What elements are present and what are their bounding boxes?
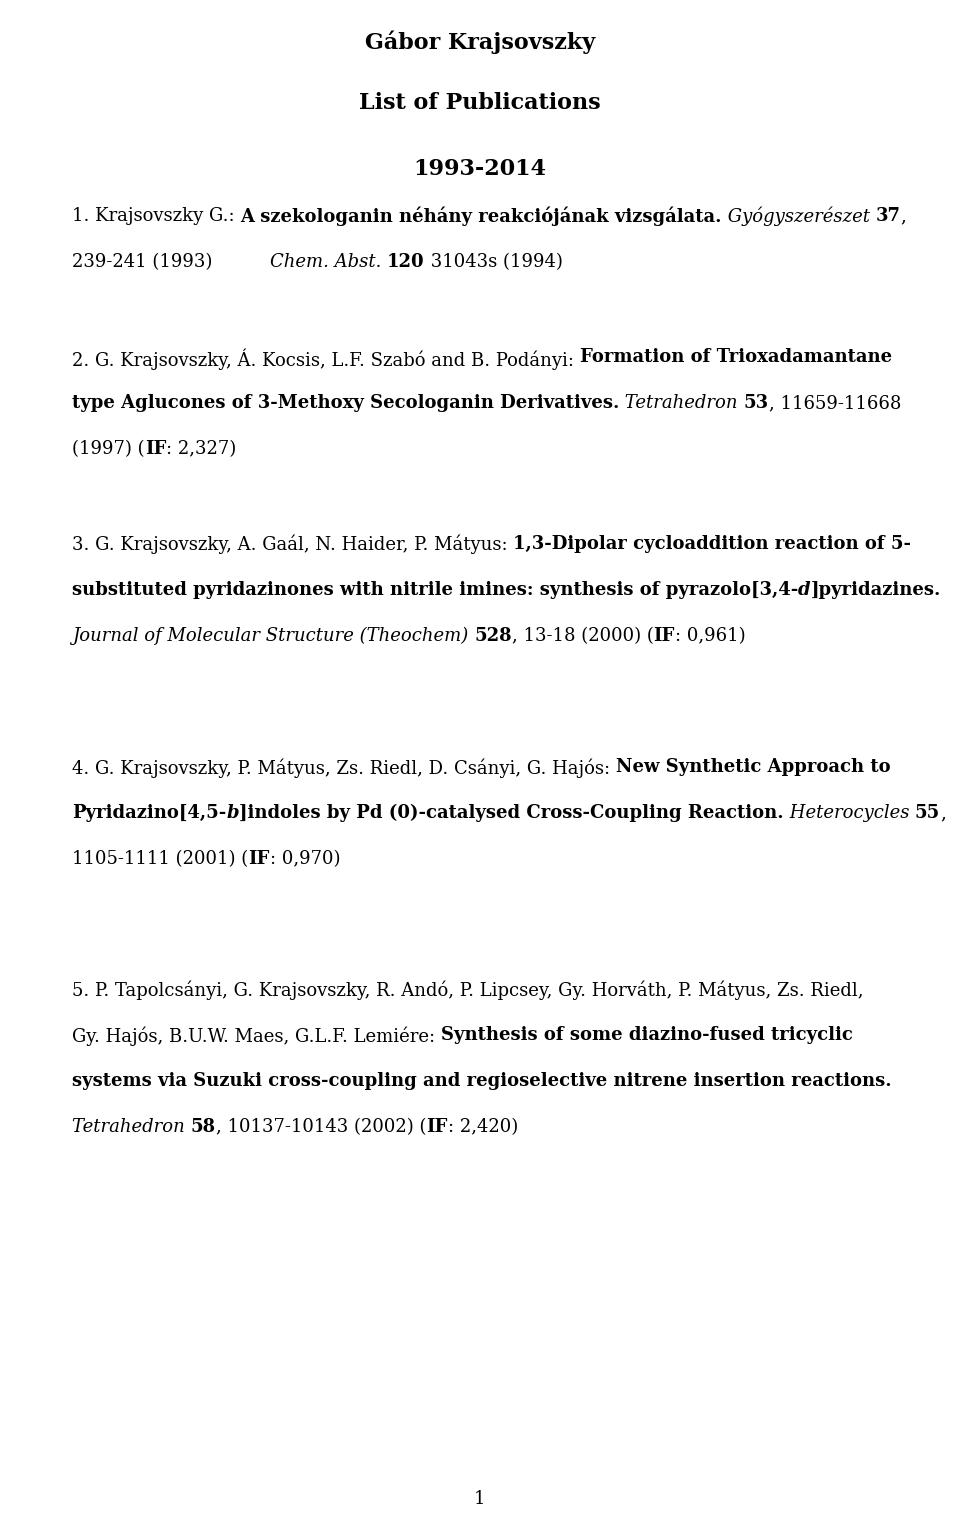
Text: IF: IF (249, 850, 270, 868)
Text: Tetrahedron: Tetrahedron (72, 1117, 190, 1136)
Text: Chem. Abst.: Chem. Abst. (270, 254, 381, 271)
Text: b: b (227, 804, 239, 822)
Text: 1993-2014: 1993-2014 (414, 158, 546, 180)
Text: (1997) (: (1997) ( (72, 440, 145, 458)
Text: 1: 1 (474, 1489, 486, 1508)
Text: : 0,970): : 0,970) (270, 850, 340, 868)
Text: IF: IF (426, 1117, 447, 1136)
Text: substituted pyridazinones with nitrile imines: synthesis of pyrazolo[3,4-: substituted pyridazinones with nitrile i… (72, 581, 799, 599)
Text: Gy. Hajós, B.U.W. Maes, G.L.F. Lemiére:: Gy. Hajós, B.U.W. Maes, G.L.F. Lemiére: (72, 1027, 441, 1045)
Text: , 11659-11668: , 11659-11668 (769, 393, 901, 412)
Text: 37: 37 (876, 207, 900, 224)
Text: Journal of Molecular Structure (Theochem): Journal of Molecular Structure (Theochem… (72, 627, 474, 646)
Text: A szekologanin néhány reakciójának vizsgálata.: A szekologanin néhány reakciójának vizsg… (240, 207, 722, 226)
Text: : 2,327): : 2,327) (166, 440, 236, 458)
Text: Gyógyszerészet: Gyógyszerészet (722, 207, 876, 226)
Text: ]indoles by Pd (0)-catalysed Cross-Coupling Reaction.: ]indoles by Pd (0)-catalysed Cross-Coupl… (239, 804, 783, 822)
Text: systems via Suzuki cross-coupling and regioselective nitrene insertion reactions: systems via Suzuki cross-coupling and re… (72, 1071, 892, 1090)
Text: 239-241 (1993): 239-241 (1993) (72, 254, 212, 271)
Text: Formation of Trioxadamantane: Formation of Trioxadamantane (580, 347, 892, 366)
Text: 1. Krajsovszky G.:: 1. Krajsovszky G.: (72, 207, 240, 224)
Text: 58: 58 (190, 1117, 216, 1136)
Text: ,: , (940, 804, 946, 822)
Text: 2. G. Krajsovszky, Á. Kocsis, L.F. Szabó and B. Podányi:: 2. G. Krajsovszky, Á. Kocsis, L.F. Szabó… (72, 347, 580, 369)
Text: type Aglucones of 3-Methoxy Secologanin Derivatives.: type Aglucones of 3-Methoxy Secologanin … (72, 393, 619, 412)
Text: ,: , (900, 207, 906, 224)
Text: New Synthetic Approach to: New Synthetic Approach to (616, 758, 891, 776)
Text: IF: IF (145, 440, 166, 458)
Text: , 10137-10143 (2002) (: , 10137-10143 (2002) ( (216, 1117, 426, 1136)
Text: 1105-1111 (2001) (: 1105-1111 (2001) ( (72, 850, 249, 868)
Text: IF: IF (654, 627, 675, 646)
Text: 3. G. Krajsovszky, A. Gaál, N. Haider, P. Mátyus:: 3. G. Krajsovszky, A. Gaál, N. Haider, P… (72, 535, 514, 555)
Text: Gábor Krajsovszky: Gábor Krajsovszky (365, 31, 595, 54)
Text: List of Publications: List of Publications (359, 92, 601, 114)
Text: Synthesis of some diazino-fused tricyclic: Synthesis of some diazino-fused tricycli… (441, 1027, 852, 1044)
Text: 53: 53 (744, 393, 769, 412)
Text: 1,3-Dipolar cycloaddition reaction of 5-: 1,3-Dipolar cycloaddition reaction of 5- (514, 535, 911, 553)
Text: 5. P. Tapolcsányi, G. Krajsovszky, R. Andó, P. Lipcsey, Gy. Horváth, P. Mátyus, : 5. P. Tapolcsányi, G. Krajsovszky, R. An… (72, 981, 863, 999)
Text: : 2,420): : 2,420) (447, 1117, 517, 1136)
Text: 120: 120 (387, 254, 424, 271)
Text: , 13-18 (2000) (: , 13-18 (2000) ( (512, 627, 654, 646)
Text: Tetrahedron: Tetrahedron (619, 393, 744, 412)
Text: : 0,961): : 0,961) (675, 627, 746, 646)
Text: 31043s (1994): 31043s (1994) (424, 254, 563, 271)
Text: 4. G. Krajsovszky, P. Mátyus, Zs. Riedl, D. Csányi, G. Hajós:: 4. G. Krajsovszky, P. Mátyus, Zs. Riedl,… (72, 758, 616, 778)
Text: Pyridazino[4,5-: Pyridazino[4,5- (72, 804, 227, 822)
Text: Heterocycles: Heterocycles (783, 804, 915, 822)
Text: ]pyridazines.: ]pyridazines. (811, 581, 941, 599)
Text: 528: 528 (474, 627, 512, 646)
Text: 55: 55 (915, 804, 940, 822)
Text: d: d (799, 581, 811, 599)
